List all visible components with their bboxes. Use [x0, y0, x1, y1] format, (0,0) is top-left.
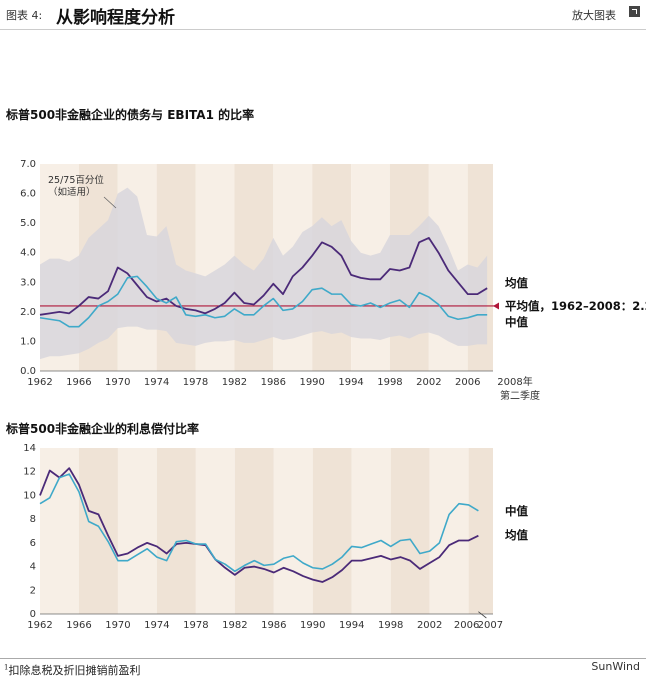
chart2-y-tick: 6 [30, 538, 36, 549]
footnote-mark: 1 [4, 663, 9, 672]
chart2-stripe [117, 448, 157, 614]
chart2-stripe [429, 448, 469, 614]
chart1-series-label-median: 中值 [505, 315, 528, 329]
chart1-x-tick: 2006 [455, 377, 480, 388]
chart2-x-tick: 1990 [300, 620, 325, 631]
figure-label: 图表 4: [6, 9, 43, 22]
chart1-y-tick: 1.0 [20, 336, 36, 347]
figure-header: 图表 4: 从影响程度分析 放大图表 [0, 0, 646, 30]
chart2-x-tick: 1962 [27, 620, 52, 631]
chart2-x-tick: 2007 [478, 620, 503, 631]
chart2-x-tick: 1982 [222, 620, 247, 631]
figure-title: 从影响程度分析 [56, 8, 175, 28]
chart1-x-tick: 1962 [27, 377, 52, 388]
chart2-median-line [39, 473, 479, 573]
chart1-x-tick: 1990 [299, 377, 324, 388]
chart2-stripe [234, 448, 274, 614]
chart1-y-tick: 3.0 [20, 277, 36, 288]
chart2-end-leader [478, 611, 487, 619]
chart2-stripe [273, 448, 313, 614]
chart1-x-end-label: 2008年 [497, 375, 532, 388]
chart1-y-tick: 2.0 [20, 307, 36, 318]
chart2-x-tick: 1974 [144, 620, 169, 631]
chart2-x-tick: 1998 [378, 620, 403, 631]
chart2-y-tick: 14 [23, 443, 36, 454]
chart1-y-tick: 7.0 [20, 159, 36, 170]
chart2-title: 标普500非金融企业的利息偿付比率 [6, 422, 200, 436]
footer-divider [0, 658, 646, 659]
chart1-annotation-leader [103, 196, 117, 209]
chart2-y-tick: 8 [30, 514, 36, 525]
chart2-stripe [195, 448, 235, 614]
chart1-x-tick: 1974 [144, 377, 169, 388]
enlarge-icon[interactable] [629, 6, 640, 17]
chart2-stripe [40, 448, 79, 614]
footnote: 1扣除息税及折旧摊销前盈利 [4, 662, 140, 678]
chart2-series-label-mean: 均值 [505, 528, 528, 542]
chart1-series-label-mean: 均值 [505, 276, 528, 290]
chart2-mean-line [39, 467, 479, 583]
chart2-x-tick: 1994 [339, 620, 364, 631]
chart1-x-tick: 1970 [105, 377, 130, 388]
chart1-title: 标普500非金融企业的债务与 EBITA1 的比率 [6, 108, 255, 122]
chart1-y-tick: 0.0 [20, 366, 36, 377]
chart1-x-tick: 1978 [183, 377, 208, 388]
chart1-reference-marker [493, 302, 499, 310]
chart1-reference-label: 平均值，1962–2008：2.2 [505, 299, 646, 313]
chart1-band-annotation: （如适用） [48, 186, 96, 198]
footnote-text: 扣除息税及折旧摊销前盈利 [8, 664, 141, 677]
brand-logo: SunWind [591, 660, 640, 673]
chart2-y-tick: 0 [30, 609, 36, 620]
chart2-y-tick: 2 [30, 585, 36, 596]
chart2-x-tick: 1986 [261, 620, 286, 631]
chart2-y-tick: 4 [30, 562, 36, 573]
chart2-x-tick: 2006 [454, 620, 479, 631]
chart1-x-tick: 1966 [66, 377, 91, 388]
chart2-y-tick: 12 [23, 467, 36, 478]
header-divider [0, 29, 646, 30]
chart1-y-tick: 4.0 [20, 248, 36, 259]
chart2-x-tick: 1978 [183, 620, 208, 631]
chart1-x-tick: 1986 [261, 377, 286, 388]
chart1-percentile-band [40, 187, 488, 360]
chart1-x-end-label: 第二季度 [500, 389, 540, 402]
chart2-stripe [390, 448, 430, 614]
chart1-y-tick: 5.0 [20, 218, 36, 229]
chart1-mean-line [39, 237, 488, 316]
chart2-stripe [351, 448, 391, 614]
chart2-x-tick: 1970 [105, 620, 130, 631]
chart1-x-tick: 1994 [338, 377, 363, 388]
chart1-x-tick: 2002 [416, 377, 441, 388]
chart1-band-annotation: 25/75百分位 [48, 174, 104, 186]
chart2-stripe [156, 448, 196, 614]
chart2-stripe [312, 448, 352, 614]
chart2-x-tick: 2002 [417, 620, 442, 631]
chart2-x-tick: 1966 [66, 620, 91, 631]
chart2-stripe [78, 448, 118, 614]
enlarge-chart-link[interactable]: 放大图表 [572, 9, 616, 22]
chart2-y-tick: 10 [23, 490, 36, 501]
chart1-x-tick: 1998 [377, 377, 402, 388]
chart2-stripe [468, 448, 493, 614]
chart1-x-tick: 1982 [222, 377, 247, 388]
chart2-series-label-median: 中值 [505, 504, 528, 518]
chart1-median-line [39, 275, 488, 328]
chart1-y-tick: 6.0 [20, 189, 36, 200]
